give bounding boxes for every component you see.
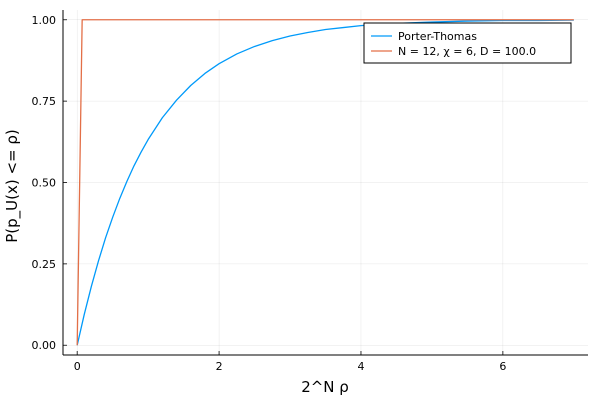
- x-tick-labels: 0 2 4 6: [74, 360, 507, 373]
- x-tick-label: 2: [216, 360, 223, 373]
- y-tick-label: 0.50: [32, 177, 57, 190]
- y-tick-label: 1.00: [32, 14, 57, 27]
- y-tick-labels: 0.00 0.25 0.50 0.75 1.00: [32, 14, 57, 352]
- y-tick-label: 0.75: [32, 95, 57, 108]
- legend: Porter-Thomas N = 12, χ = 6, D = 100.0: [363, 22, 572, 64]
- y-tick-label: 0.25: [32, 258, 57, 271]
- legend-label-porter-thomas: Porter-Thomas: [398, 30, 477, 43]
- x-axis-label: 2^N ρ: [301, 378, 349, 396]
- axes: [62, 10, 588, 356]
- legend-box: [363, 22, 572, 64]
- legend-label-mps: N = 12, χ = 6, D = 100.0: [398, 45, 536, 58]
- y-tick-label: 0.00: [32, 339, 57, 352]
- x-tick-label: 6: [499, 360, 506, 373]
- x-tick-label: 0: [74, 360, 81, 373]
- x-tick-label: 4: [357, 360, 364, 373]
- y-axis-label: P(p_U(x) <= ρ): [3, 129, 22, 243]
- series-line-1: [76, 19, 574, 346]
